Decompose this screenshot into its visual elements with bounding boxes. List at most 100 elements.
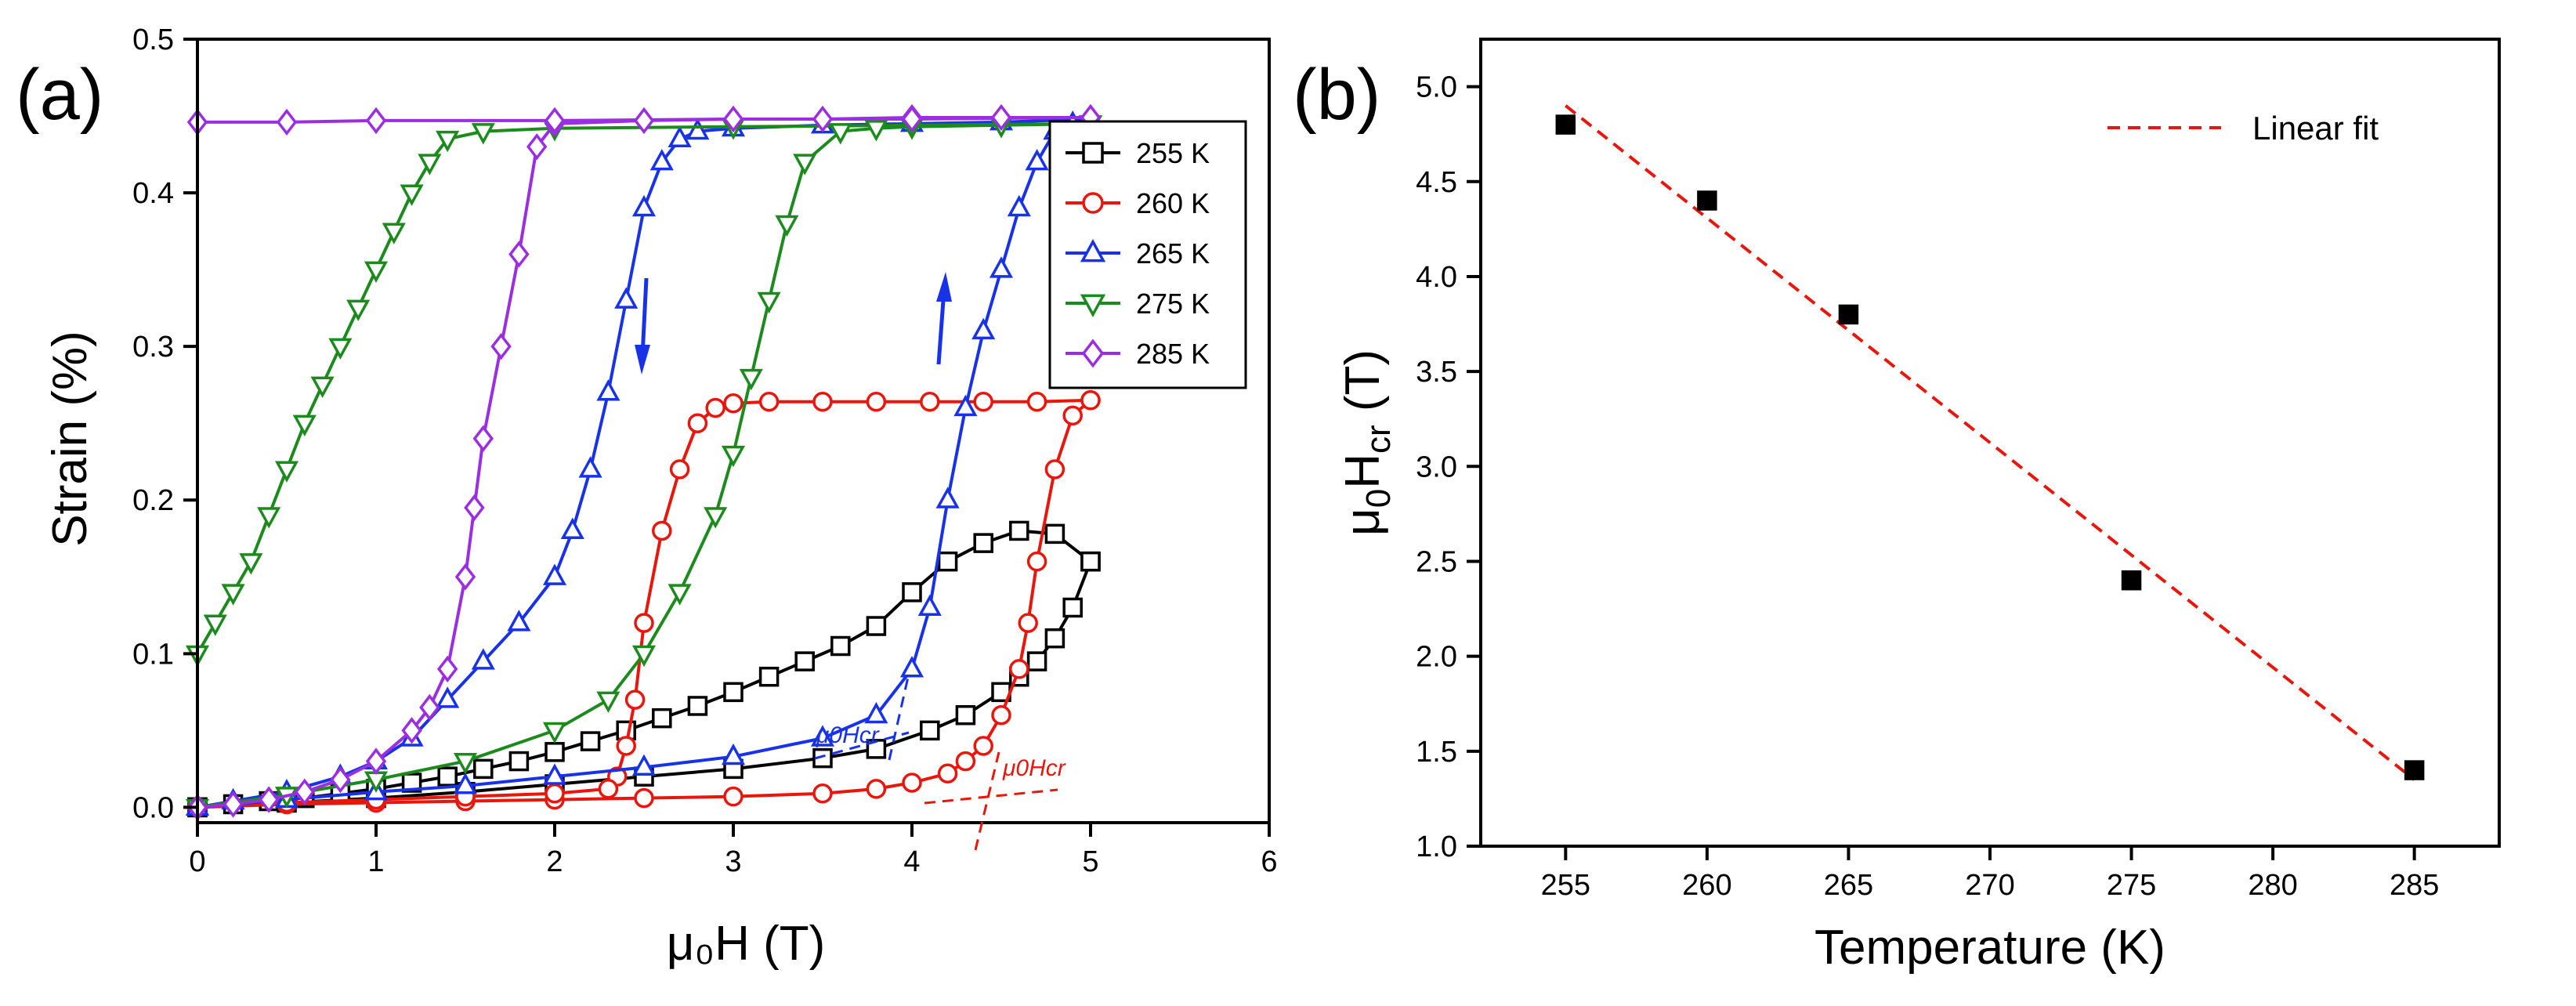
data-point xyxy=(436,655,458,683)
data-point xyxy=(258,786,280,813)
panel-a-ylabel: Strain (%) xyxy=(43,331,97,547)
data-point xyxy=(687,696,708,716)
data-point xyxy=(1062,597,1083,618)
data-point xyxy=(920,720,940,741)
panel-a-series xyxy=(185,103,1103,821)
data-point xyxy=(544,107,566,135)
data-point xyxy=(1044,459,1065,479)
b-ytick-label: 4.5 xyxy=(1416,166,1457,199)
arrow-down-icon xyxy=(635,277,650,375)
hcr-260-slope xyxy=(974,751,1000,851)
data-point xyxy=(723,786,743,807)
legend-marker xyxy=(1080,294,1106,318)
data-point xyxy=(812,783,833,804)
data-point xyxy=(473,758,494,780)
data-point xyxy=(920,391,940,412)
data-point xyxy=(812,391,833,412)
data-point xyxy=(453,753,478,775)
data-point xyxy=(758,666,780,687)
data-point xyxy=(937,763,958,784)
legend-label: 255 K xyxy=(1136,137,1210,169)
data-point xyxy=(866,391,887,412)
b-ytick-label: 5.0 xyxy=(1416,71,1457,104)
data-point xyxy=(953,394,978,417)
legend-label: 265 K xyxy=(1136,237,1210,270)
data-point xyxy=(221,584,245,606)
data-point xyxy=(364,261,389,283)
panel-b-label: (b) xyxy=(1293,55,1380,135)
data-point xyxy=(775,215,799,237)
hcr-260-label: μ0Hcr xyxy=(1002,755,1066,781)
a-ytick-label: 0.2 xyxy=(132,484,174,517)
data-point xyxy=(757,291,781,314)
data-point xyxy=(866,616,887,636)
data-point xyxy=(652,520,672,541)
data-point xyxy=(542,722,567,744)
hcr-265-slope xyxy=(888,673,910,761)
panel-b: (b) 255 260 265 270 275 280 285 1.0 1.5 2.0 2.5 3.0… xyxy=(1293,38,2501,975)
data-point xyxy=(464,494,485,522)
legend-marker xyxy=(1080,238,1106,262)
data-point xyxy=(472,425,494,452)
b-xtick-label: 260 xyxy=(1682,869,1731,902)
data-point xyxy=(1555,114,1576,135)
a-xtick-label: 1 xyxy=(367,845,384,878)
data-point xyxy=(437,766,458,787)
data-point xyxy=(545,742,565,762)
data-point xyxy=(866,739,887,759)
series-275-k xyxy=(185,115,1103,821)
data-point xyxy=(401,773,422,793)
data-point xyxy=(631,754,657,776)
data-point xyxy=(973,533,993,553)
series-line-increasing xyxy=(197,121,1091,809)
data-point xyxy=(1044,523,1065,545)
a-xtick-label: 2 xyxy=(546,845,563,878)
panel-a-xlabel: μ₀H (T) xyxy=(667,917,826,971)
data-point xyxy=(545,783,565,804)
legend-label: 275 K xyxy=(1136,288,1210,320)
data-point xyxy=(454,563,476,591)
arrow-up-icon xyxy=(936,272,952,365)
data-point xyxy=(973,736,993,756)
data-point xyxy=(419,693,440,722)
data-point xyxy=(223,791,244,818)
a-ytick-label: 0.1 xyxy=(132,638,174,671)
data-point xyxy=(991,704,1011,726)
data-point xyxy=(508,241,530,268)
data-point xyxy=(686,118,710,140)
b-xtick-label: 285 xyxy=(2390,869,2439,902)
data-point xyxy=(616,736,636,756)
legend-label: 285 K xyxy=(1136,338,1210,370)
data-point xyxy=(418,154,442,176)
data-point xyxy=(310,376,335,399)
panel-b-axes: 255 260 265 270 275 280 285 1.0 1.5 2.0 2.5 3.0 3.5 4… xyxy=(1416,71,2439,902)
panel-a-axes: 0 1 2 3 4 5 6 0.0 0.1 0.2 0.3 0.4 0.5 xyxy=(132,24,1277,878)
data-point xyxy=(1025,149,1049,171)
panel-a-label: (a) xyxy=(16,55,103,135)
data-point xyxy=(794,651,815,671)
a-ytick-label: 0.4 xyxy=(132,177,174,210)
data-point xyxy=(669,459,690,479)
panel-b-xlabel: Temperature (K) xyxy=(1814,921,2165,975)
data-point xyxy=(365,747,387,775)
data-point xyxy=(902,773,922,793)
data-point xyxy=(203,614,227,636)
data-point xyxy=(1838,304,1859,325)
data-point xyxy=(542,763,567,785)
data-point xyxy=(292,414,317,437)
data-point xyxy=(955,751,976,772)
data-point xyxy=(721,743,746,765)
data-point xyxy=(899,656,924,678)
data-point xyxy=(1007,194,1031,217)
data-point xyxy=(902,582,922,603)
data-point xyxy=(739,368,763,391)
data-point xyxy=(828,123,852,145)
a-ytick-label: 0.0 xyxy=(132,791,174,824)
data-point xyxy=(631,194,657,217)
data-point xyxy=(346,299,371,321)
data-point xyxy=(1026,651,1047,671)
series-260-k xyxy=(187,390,1101,818)
data-point xyxy=(294,778,316,805)
data-point xyxy=(758,391,780,412)
panel-b-ylabel: μ0Hcr (T) xyxy=(1336,349,1398,536)
